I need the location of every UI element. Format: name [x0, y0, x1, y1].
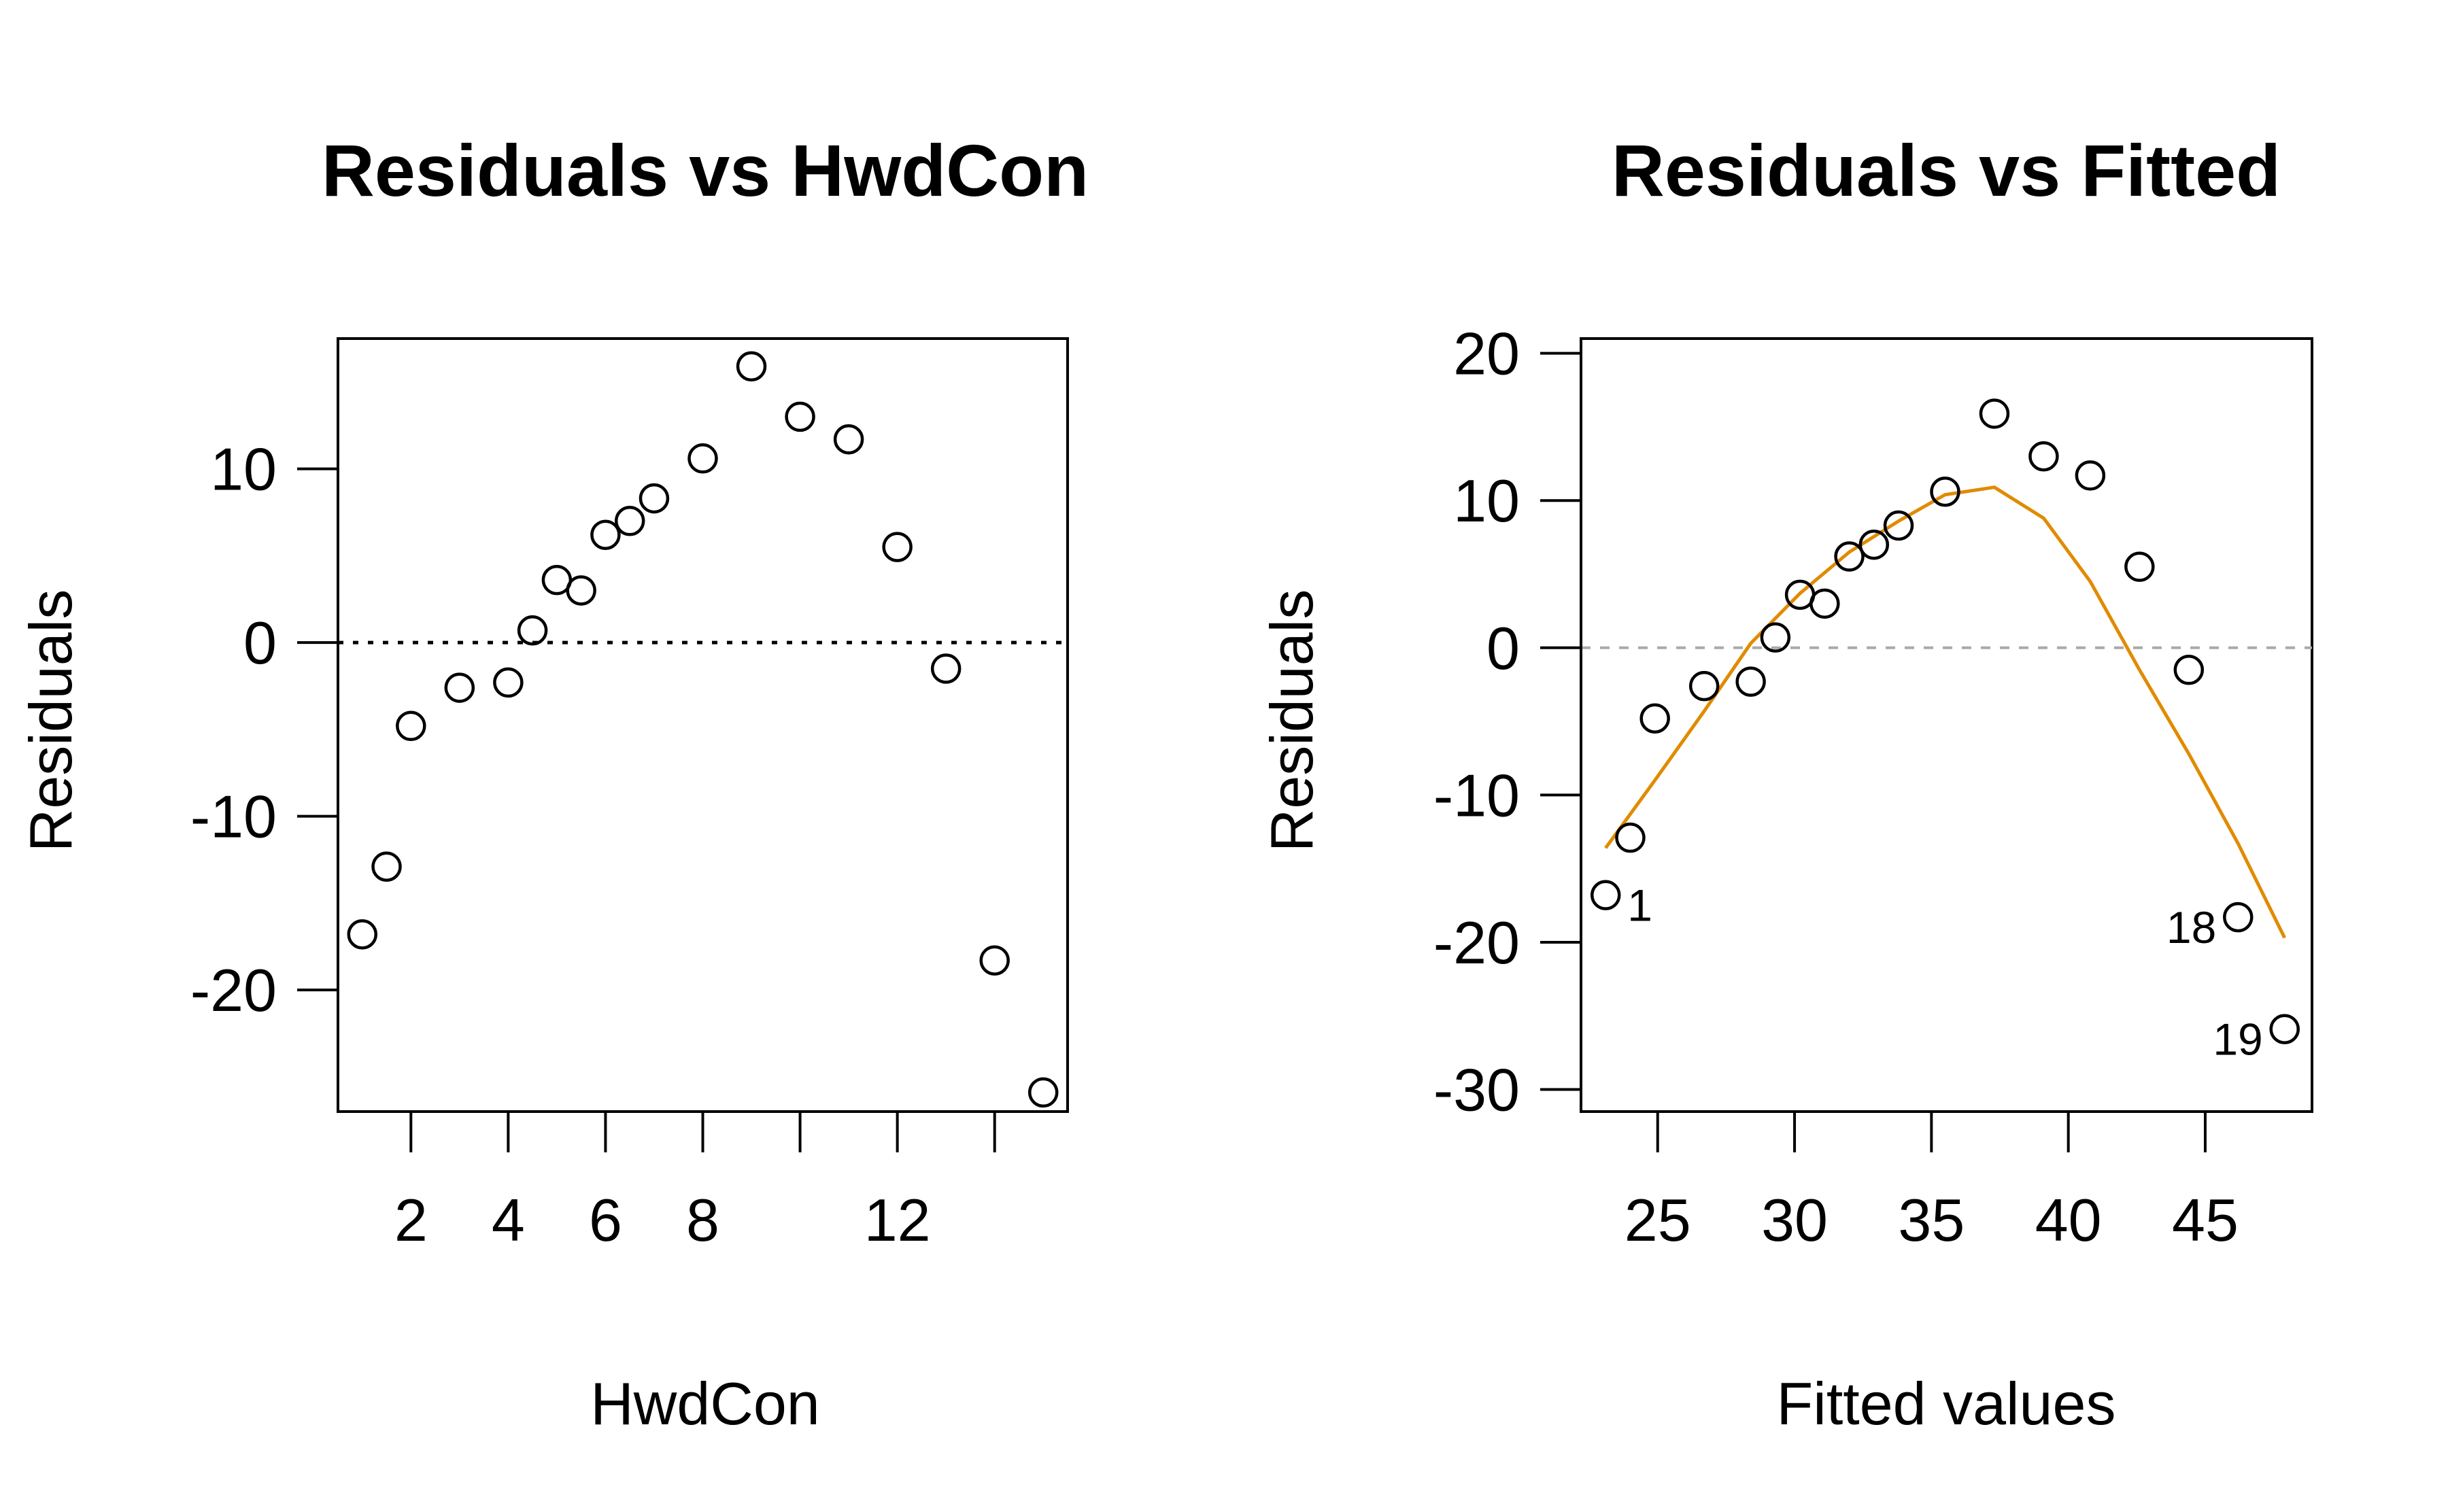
data-point [2124, 551, 2155, 582]
data-point [493, 667, 524, 698]
data-point [1883, 510, 1914, 541]
x-axis-label: Fitted values [1777, 1370, 2116, 1437]
y-axis: -30 -20 -10 0 10 20 [1433, 320, 1582, 1124]
point-label: 1 [1627, 880, 1652, 931]
x-tick-label: 2 [394, 1186, 428, 1254]
data-point [2223, 901, 2254, 933]
data-point [517, 615, 548, 646]
x-tick-label: 25 [1625, 1186, 1691, 1254]
y-tick-label: 10 [210, 436, 277, 503]
plot-frame [337, 337, 1069, 1113]
point-label: 19 [2213, 1014, 2262, 1065]
data-point [1615, 822, 1646, 853]
data-point [1930, 476, 1960, 507]
x-tick-label: 12 [864, 1186, 931, 1254]
data-point [1735, 666, 1766, 697]
data-point [736, 351, 767, 382]
data-point [1590, 880, 1621, 910]
data-point [1760, 622, 1791, 653]
y-tick-label: 10 [1453, 467, 1520, 534]
data-point [614, 506, 645, 536]
data-point [1858, 529, 1890, 560]
y-tick-label: -30 [1433, 1056, 1520, 1124]
smooth-line [1604, 485, 2286, 939]
y-tick-label: -10 [1433, 761, 1520, 829]
y-axis-label: Residuals [17, 589, 84, 852]
data-point [1834, 541, 1865, 572]
x-tick-label: 6 [589, 1186, 622, 1254]
y-axis-label: Residuals [1258, 589, 1325, 852]
data-point [347, 919, 378, 950]
x-axis: 25 30 35 40 45 [1625, 1110, 2239, 1254]
x-tick-label: 8 [686, 1186, 719, 1254]
data-point [371, 851, 402, 882]
y-tick-label: -10 [190, 783, 277, 850]
x-tick-label: 35 [1898, 1186, 1965, 1254]
chart-residuals-vs-fitted: Residuals vs Fitted Fitted values Residu… [1258, 129, 2313, 1437]
y-tick-label: 0 [243, 609, 277, 676]
x-tick-label: 30 [1761, 1186, 1828, 1254]
data-point [1027, 1077, 1059, 1108]
data-point [1979, 398, 2010, 429]
x-tick-label: 45 [2172, 1186, 2239, 1254]
data-point [590, 519, 621, 550]
data-point [566, 575, 596, 606]
plot-frame [1580, 337, 2313, 1113]
data-point [2075, 460, 2106, 491]
data-point [639, 483, 670, 514]
data-point [2269, 1014, 2300, 1044]
chart-title: Residuals vs HwdCon [322, 129, 1089, 211]
y-tick-label: 20 [1453, 320, 1520, 388]
data-point [930, 653, 962, 684]
y-tick-label: -20 [1433, 909, 1520, 976]
y-axis: -20 -10 0 10 [190, 436, 339, 1024]
data-point [2173, 655, 2205, 685]
point-group [347, 351, 1059, 1108]
data-point [979, 945, 1010, 976]
data-point [444, 672, 475, 703]
point-group [1590, 398, 2300, 1044]
data-point [1809, 588, 1840, 619]
x-tick-label: 40 [2035, 1186, 2102, 1254]
x-axis: 2 4 6 8 12 [394, 1110, 996, 1254]
data-point [396, 710, 426, 742]
data-point [1639, 703, 1670, 734]
point-label-group: 1 18 19 [1627, 880, 2263, 1065]
data-point [2028, 441, 2059, 472]
chart-title: Residuals vs Fitted [1612, 129, 2281, 211]
data-point [882, 532, 913, 562]
x-tick-label: 4 [492, 1186, 525, 1254]
data-point [833, 424, 864, 455]
data-point [785, 401, 815, 432]
data-point [687, 443, 718, 474]
point-label: 18 [2166, 902, 2216, 952]
data-point [1688, 670, 1720, 702]
x-axis-label: HwdCon [590, 1370, 819, 1437]
smooth-line-group [1604, 485, 2286, 939]
y-tick-label: -20 [190, 957, 277, 1024]
y-tick-label: 0 [1486, 615, 1520, 682]
